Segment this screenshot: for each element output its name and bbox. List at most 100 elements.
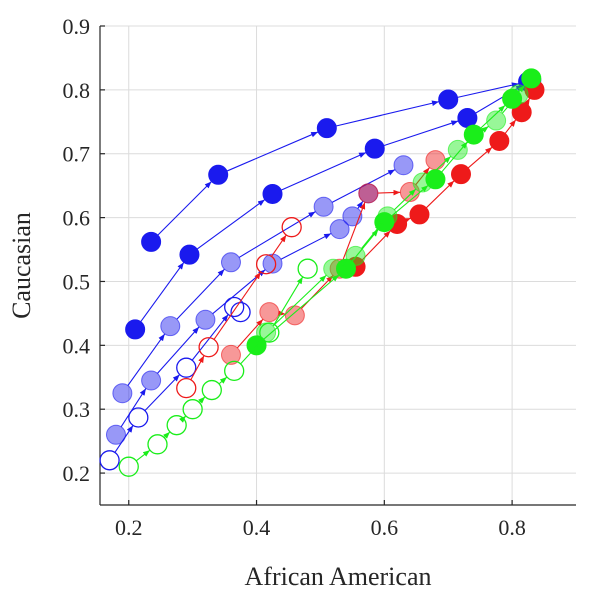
- data-point: [316, 118, 337, 139]
- trajectory-arrow: [523, 97, 531, 106]
- data-point: [125, 319, 146, 340]
- data-point: [323, 258, 344, 279]
- trajectory-arrow: [271, 234, 287, 257]
- trajectory-arrow: [391, 184, 429, 217]
- x-tick-label: 0.4: [243, 515, 271, 540]
- data-series: [99, 68, 545, 477]
- x-axis-label: African American: [245, 562, 432, 591]
- data-point: [182, 399, 203, 420]
- trajectory-arrow: [213, 271, 262, 340]
- data-point: [201, 379, 222, 401]
- data-point: [486, 110, 507, 131]
- data-point: [224, 296, 245, 318]
- trajectory-arrow: [403, 217, 411, 224]
- data-point: [118, 456, 139, 477]
- trajectory-arrow: [377, 189, 401, 196]
- x-tick-label: 0.8: [498, 515, 526, 540]
- y-tick-label: 0.4: [63, 333, 91, 358]
- trajectory-arrow: [198, 396, 206, 404]
- data-point: [179, 244, 200, 265]
- data-point: [141, 231, 162, 252]
- y-tick-label: 0.6: [63, 206, 91, 231]
- data-point: [284, 305, 305, 326]
- data-point: [262, 183, 283, 204]
- trajectory-arrow: [415, 167, 430, 185]
- data-point: [255, 254, 277, 275]
- trajectory-arrow: [218, 376, 228, 385]
- data-point: [259, 322, 280, 343]
- data-point: [281, 217, 302, 238]
- y-tick-label: 0.9: [63, 14, 91, 39]
- data-point: [425, 150, 446, 171]
- data-point: [195, 309, 216, 330]
- trajectory-arrow: [135, 449, 151, 462]
- trajectory-arrow: [140, 262, 185, 323]
- y-tick-label: 0.5: [63, 269, 91, 294]
- trajectory-arrow: [280, 232, 332, 260]
- data-point: [176, 357, 197, 378]
- trajectory-arrow: [383, 120, 459, 147]
- data-point: [220, 252, 241, 273]
- data-point: [112, 383, 133, 404]
- trajectory-arrow: [144, 374, 181, 412]
- trajectory-arrow: [196, 199, 266, 250]
- data-point: [345, 245, 366, 266]
- data-point: [160, 316, 181, 337]
- series-red-open: [176, 217, 302, 399]
- series-blue-light: [112, 155, 414, 404]
- data-point: [166, 415, 187, 436]
- data-point: [105, 424, 126, 445]
- trajectory-arrow: [157, 181, 212, 236]
- trajectory-arrow: [280, 151, 367, 191]
- trajectory-arrow: [238, 211, 316, 258]
- trajectory-arrow: [120, 388, 147, 428]
- series-green-open: [118, 258, 318, 477]
- data-point: [230, 301, 251, 323]
- grid: [100, 25, 576, 505]
- trajectory-arrow: [226, 131, 319, 172]
- data-point: [409, 204, 430, 225]
- series-red-light: [220, 150, 446, 365]
- data-point: [508, 84, 529, 105]
- data-point: [329, 219, 350, 240]
- data-point: [412, 172, 433, 193]
- data-point: [463, 124, 484, 145]
- trajectory-arrow: [127, 333, 166, 386]
- trajectory-arrow: [263, 274, 340, 340]
- data-point: [128, 407, 149, 428]
- trajectory-arrow: [301, 275, 334, 309]
- trajectory-arrow: [425, 180, 455, 209]
- data-point: [489, 130, 510, 151]
- trajectory-arrow: [176, 268, 225, 320]
- trajectory-arrow: [272, 274, 327, 327]
- trajectory-arrow: [190, 355, 205, 381]
- trajectory-arrow: [501, 101, 513, 114]
- trajectory-arrow: [157, 326, 200, 374]
- data-point: [450, 164, 471, 185]
- tick-labels: 0.2 0.4 0.6 0.8 0.2 0.3 0.4 0.5 0.6 0.7 0.8 0.9: [63, 14, 526, 540]
- trajectory-arrow: [361, 223, 382, 249]
- data-point: [447, 139, 468, 160]
- y-axis-label: Caucasian: [7, 212, 36, 319]
- trajectory-arrow: [236, 318, 264, 349]
- trajectory-arrow: [278, 310, 286, 317]
- data-point: [342, 206, 363, 227]
- data-point: [208, 164, 229, 185]
- trajectory-arrow: [335, 100, 440, 127]
- trajectory-arrow: [457, 82, 519, 98]
- data-point: [198, 337, 219, 358]
- trajectory-arrow: [361, 230, 391, 261]
- trajectory-arrow: [429, 155, 452, 177]
- trajectory-arrow: [441, 141, 469, 173]
- data-point: [176, 377, 197, 399]
- y-tick-label: 0.3: [63, 397, 91, 422]
- data-point: [521, 68, 542, 89]
- y-tick-label: 0.7: [63, 142, 91, 167]
- data-point: [313, 196, 334, 217]
- trajectory-arrow: [356, 200, 364, 209]
- trajectory-arrow: [465, 125, 489, 145]
- data-point: [438, 89, 459, 110]
- trajectory-arrow: [504, 119, 517, 134]
- x-tick-label: 0.2: [115, 515, 143, 540]
